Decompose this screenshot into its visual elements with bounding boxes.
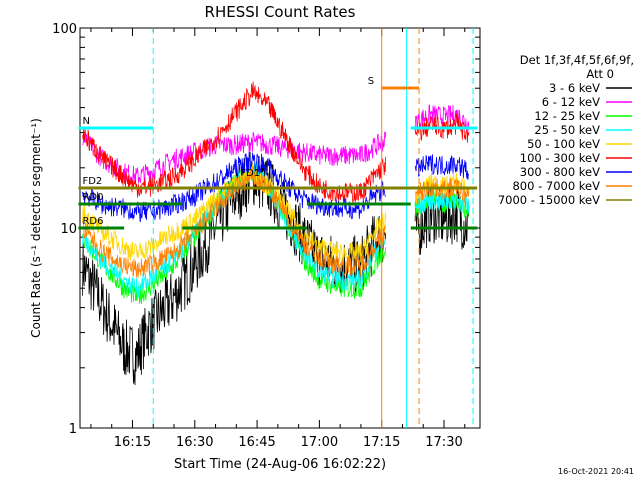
x-axis-label: Start Time (24-Aug-06 16:02:22) <box>174 457 386 472</box>
legend-label: 7000 - 15000 keV <box>498 193 600 207</box>
x-tick-label: 16:15 <box>114 435 151 450</box>
legend-label: 300 - 800 keV <box>520 165 600 179</box>
y-axis-label: Count Rate (s⁻¹ detector segment⁻¹) <box>29 118 43 338</box>
legend-title-line2: Att 0 <box>586 67 614 81</box>
x-tick-label: 17:15 <box>363 435 400 450</box>
plot-area: 16:15 16:30 16:45 17:00 17:15 17:30 1 10 100 N S FD… <box>52 22 481 450</box>
legend-label: 100 - 300 keV <box>520 151 600 165</box>
x-tick-label: 17:30 <box>425 435 462 450</box>
legend-label: 6 - 12 keV <box>542 95 600 109</box>
y-tick-label: 10 <box>60 222 77 237</box>
state-bar-label: RD0 <box>82 192 103 203</box>
x-tick-label: 16:30 <box>176 435 213 450</box>
series-line-12-25-kev <box>82 163 470 305</box>
legend-label: 3 - 6 keV <box>549 81 600 95</box>
chart-title: RHESSI Count Rates <box>205 3 356 21</box>
state-bar-label: S <box>368 76 374 87</box>
x-tick-label: 17:00 <box>301 435 338 450</box>
series-line-800-7000-kev <box>82 166 470 278</box>
legend: Det 1f,3f,4f,5f,6f,9f, Att 0 3 - 6 keV6 … <box>498 53 634 207</box>
x-tick-label: 16:45 <box>238 435 275 450</box>
state-bar-label: RD6 <box>82 216 103 227</box>
y-tick-label: 100 <box>52 22 77 37</box>
state-bar-label: N <box>82 116 89 127</box>
y-tick-label: 1 <box>69 422 77 437</box>
legend-title-line1: Det 1f,3f,4f,5f,6f,9f, <box>520 53 634 67</box>
footer-timestamp: 16-Oct-2021 20:41 <box>558 467 634 476</box>
state-bar-label: FD2 <box>82 176 102 187</box>
legend-label: 50 - 100 keV <box>527 137 600 151</box>
legend-label: 800 - 7000 keV <box>512 179 600 193</box>
legend-label: 12 - 25 keV <box>534 109 600 123</box>
legend-label: 25 - 50 keV <box>534 123 600 137</box>
state-bar-label: FD1 <box>240 168 260 179</box>
